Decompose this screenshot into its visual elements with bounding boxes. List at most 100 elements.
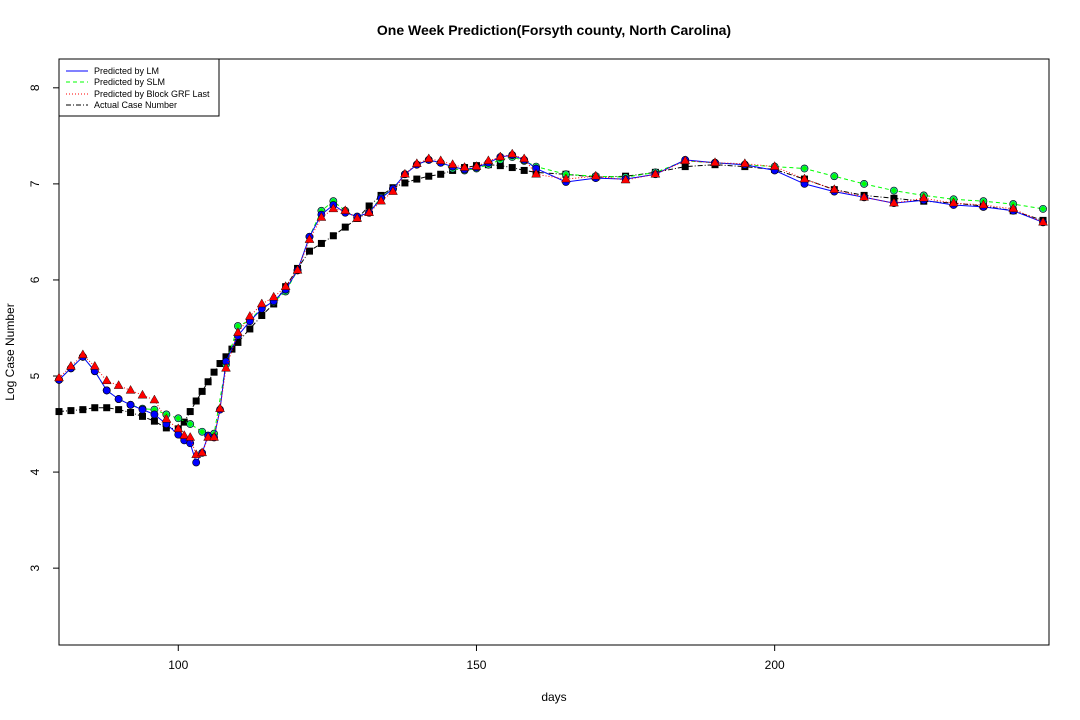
data-point-grf — [507, 148, 518, 158]
y-axis: 3 4 5 6 7 8 — [28, 84, 59, 571]
data-point-grf — [447, 159, 458, 168]
data-point-grf — [125, 385, 136, 394]
data-point-grf — [519, 153, 530, 163]
y-tick-label: 7 — [28, 180, 42, 187]
y-axis-label: Log Case Number — [3, 303, 17, 400]
data-point-grf — [561, 173, 571, 183]
data-point-grf — [680, 155, 691, 165]
data-point-actual — [305, 247, 313, 255]
chart-title: One Week Prediction(Forsyth county, Nort… — [377, 22, 731, 38]
data-point-lm — [138, 405, 147, 414]
data-point-grf — [54, 372, 64, 382]
data-point-slm — [890, 187, 897, 194]
data-point-grf — [185, 432, 196, 441]
data-point-actual — [204, 378, 212, 386]
data-point-grf — [161, 413, 172, 423]
data-point-grf — [268, 291, 279, 301]
data-point-actual — [234, 338, 242, 346]
data-point-actual — [425, 172, 433, 180]
data-point-grf — [78, 349, 88, 359]
data-point-grf — [459, 162, 470, 171]
y-tick-label: 8 — [28, 84, 42, 91]
data-point-slm — [861, 180, 868, 187]
data-point-actual — [329, 232, 337, 240]
data-point-grf — [215, 403, 225, 412]
data-point-slm — [199, 428, 206, 435]
data-point-lm — [102, 386, 111, 395]
data-point-actual — [186, 408, 194, 416]
data-point-actual — [365, 202, 373, 210]
data-point-grf — [471, 161, 482, 170]
data-point-grf — [66, 361, 76, 370]
data-point-grf — [328, 203, 339, 213]
legend-label-slm: Predicted by SLM — [94, 77, 165, 87]
data-point-grf — [179, 430, 190, 439]
y-tick-label: 4 — [28, 468, 42, 475]
series-actual-case-number — [55, 161, 1047, 433]
data-point-grf — [799, 173, 810, 183]
data-point-slm — [831, 173, 838, 180]
data-point-actual — [192, 397, 200, 405]
data-point-grf — [137, 389, 148, 399]
data-point-grf — [280, 281, 291, 290]
data-point-actual — [246, 325, 254, 333]
data-point-grf — [590, 170, 601, 180]
data-point-actual — [91, 404, 99, 412]
data-point-grf — [89, 361, 100, 370]
data-point-grf — [769, 161, 780, 170]
data-point-actual — [437, 170, 445, 178]
series-layer — [54, 148, 1048, 467]
data-point-lm — [192, 458, 201, 467]
data-point-grf — [423, 153, 434, 163]
data-point-actual — [67, 407, 75, 415]
data-point-grf — [710, 157, 720, 166]
legend-label-lm: Predicted by LM — [94, 66, 159, 76]
legend-label-actual: Actual Case Number — [94, 100, 177, 110]
data-point-grf — [173, 423, 184, 433]
data-point-grf — [948, 197, 959, 207]
data-point-actual — [508, 164, 516, 172]
data-point-actual — [258, 311, 266, 319]
data-point-grf — [304, 234, 315, 243]
data-point-grf — [400, 168, 410, 178]
data-point-actual — [150, 417, 158, 425]
data-point-grf — [256, 298, 267, 308]
data-point-grf — [113, 380, 124, 389]
data-point-lm — [186, 439, 195, 448]
data-point-grf — [149, 394, 160, 404]
data-point-grf — [889, 197, 899, 207]
data-point-grf — [978, 199, 989, 209]
data-point-actual — [681, 163, 689, 171]
data-point-grf — [388, 186, 398, 195]
data-point-actual — [401, 179, 409, 187]
data-point-grf — [483, 155, 494, 165]
series-predicted-by-block-grf-last — [54, 148, 1048, 458]
data-point-actual — [216, 360, 224, 368]
x-tick-label: 200 — [765, 658, 785, 672]
data-point-grf — [411, 158, 422, 167]
x-axis: 100 150 200 — [168, 645, 785, 672]
data-point-grf — [376, 195, 386, 205]
data-point-grf — [233, 327, 243, 336]
data-point-grf — [221, 362, 231, 372]
data-point-actual — [115, 406, 123, 414]
data-point-grf — [829, 184, 840, 193]
legend-label-grf: Predicted by Block GRF Last — [94, 89, 210, 99]
data-point-actual — [496, 162, 504, 170]
data-point-grf — [859, 191, 869, 201]
data-point-grf — [292, 264, 303, 274]
data-point-actual — [520, 166, 528, 174]
data-point-grf — [316, 212, 327, 221]
data-point-slm — [187, 421, 194, 428]
data-point-actual — [127, 409, 135, 417]
data-point-lm — [114, 395, 123, 403]
data-point-grf — [352, 213, 363, 222]
data-point-actual — [103, 404, 111, 412]
y-tick-label: 3 — [28, 564, 42, 571]
data-point-slm — [801, 165, 808, 172]
data-point-slm — [175, 415, 182, 422]
data-point-grf — [197, 447, 207, 457]
y-tick-label: 6 — [28, 276, 42, 283]
plot-frame — [58, 58, 1050, 646]
data-point-grf — [650, 168, 661, 178]
